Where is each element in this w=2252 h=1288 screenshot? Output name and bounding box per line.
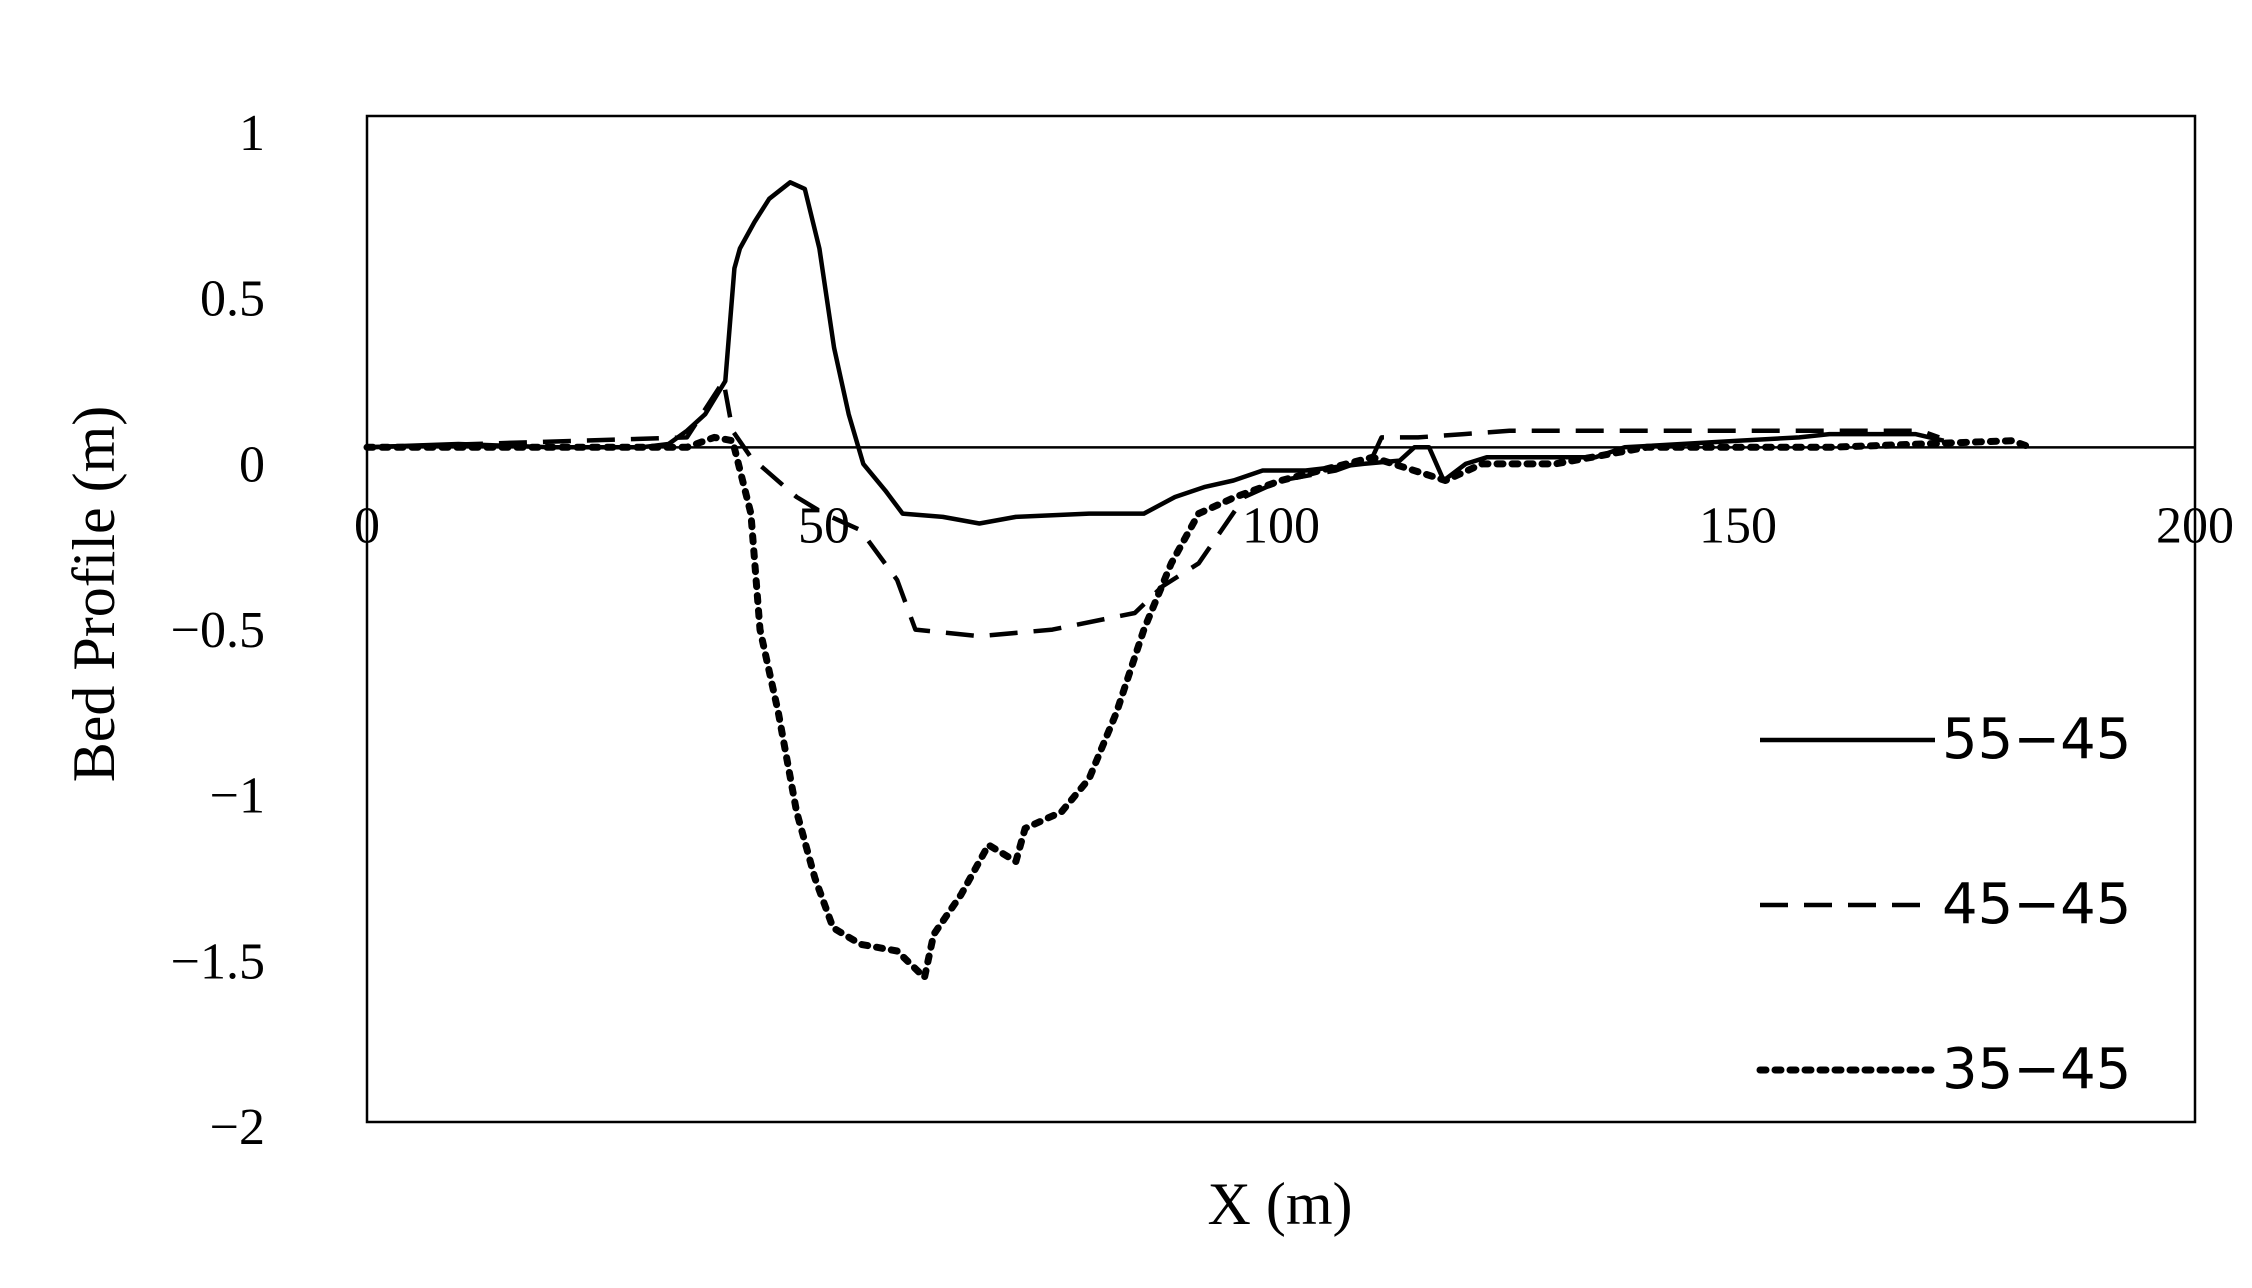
legend-label: 55−45: [1942, 707, 2131, 772]
y-tick-label: −1: [210, 768, 265, 825]
y-tick-label: −0.5: [171, 602, 265, 659]
x-axis-label: X (m): [1208, 1171, 1353, 1237]
x-tick-label: 100: [1242, 497, 1320, 554]
y-tick-label: −1.5: [171, 933, 265, 990]
y-tick-label: 0.5: [200, 271, 265, 328]
y-axis-label: Bed Profile (m): [61, 406, 127, 783]
legend-label: 35−45: [1942, 1037, 2131, 1102]
series-line: [363, 433, 2034, 981]
y-tick-label: −2: [210, 1099, 265, 1156]
series-line: [366, 180, 1945, 526]
plot-frame: [365, 114, 2197, 1124]
y-tick-label: 1: [239, 105, 265, 162]
x-tick-label: 200: [2156, 497, 2234, 554]
legend-label: 45−45: [1942, 872, 2131, 937]
x-tick-label: 0: [354, 497, 380, 554]
x-tick-label: 50: [798, 497, 850, 554]
series-line: [366, 378, 1940, 639]
x-tick-label: 150: [1699, 497, 1777, 554]
y-tick-label: 0: [239, 436, 265, 493]
